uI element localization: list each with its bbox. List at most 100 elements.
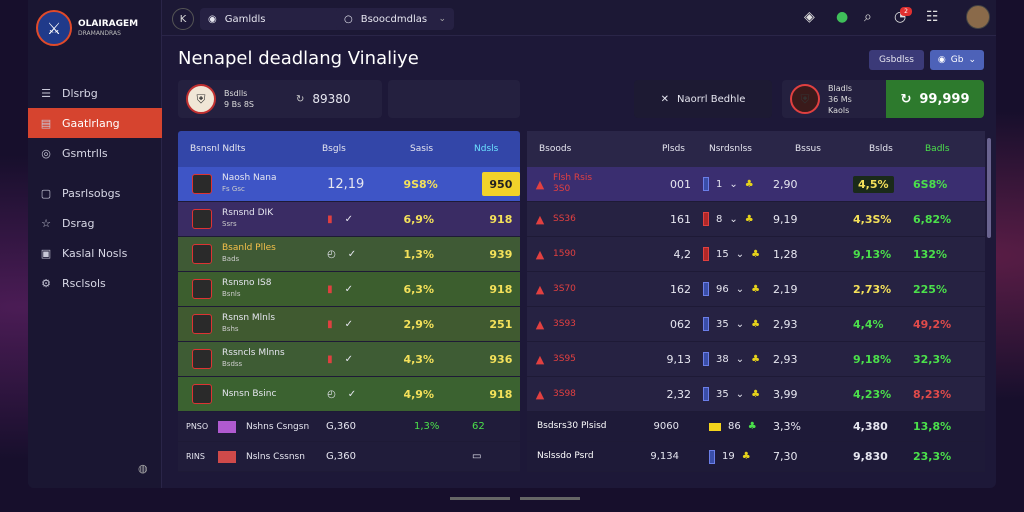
sidebar-item-3[interactable]: ▢ Pasrlsobgs bbox=[40, 186, 121, 200]
team-name: Bsanld Plles bbox=[222, 243, 276, 253]
team-crest-icon: ⛨ bbox=[186, 84, 216, 114]
topbar: K ◉Gamldls⌄ ○Bsoocdmdlas⌄ ◈ ● ⌕ ◔ 2 ☷ bbox=[162, 0, 996, 36]
brand-name: OLAIRAGEM bbox=[78, 19, 139, 29]
sidebar-item-2[interactable]: ◎ Gsmtrlls bbox=[41, 146, 108, 160]
game-select[interactable]: ◉Gamldls⌄ bbox=[200, 8, 358, 30]
globe-icon[interactable]: ◍ bbox=[138, 462, 148, 475]
column-header[interactable]: Ndsls bbox=[474, 144, 499, 154]
table-row[interactable]: ▲ SS36 161 8 ⌄ ♣ 9,19 4,3S% 6,82% bbox=[527, 202, 985, 237]
flag-icon[interactable]: ◈ bbox=[804, 9, 815, 25]
match-strip-mid[interactable]: ✕ Naorrl Bedhle bbox=[634, 80, 772, 118]
marker-icon bbox=[703, 387, 709, 401]
strip-right-line1: Bladls bbox=[828, 83, 853, 93]
row-val[interactable]: 936 bbox=[489, 352, 513, 366]
column-header[interactable]: Bslds bbox=[869, 144, 893, 154]
search-select[interactable]: ○ Bsoocdmdlas ⌄ bbox=[336, 8, 454, 30]
clock-icon: ◴ bbox=[327, 248, 336, 260]
column-header[interactable]: Plsds bbox=[661, 144, 685, 154]
row-pct1: 4,3S% bbox=[853, 212, 892, 226]
table-row[interactable]: ▲ 1590 4,2 15 ⌄ ♣ 1,28 9,13% 132% bbox=[527, 237, 985, 272]
row-pct1: 2,73% bbox=[853, 282, 892, 296]
search-icon[interactable]: ⌕ bbox=[864, 9, 872, 25]
leaf-icon: ♣ bbox=[741, 451, 751, 462]
leaf-icon: ♣ bbox=[744, 213, 754, 225]
row-tag: 15 bbox=[716, 248, 729, 260]
leaf-icon: ♣ bbox=[747, 421, 757, 432]
column-header[interactable]: Bssus bbox=[795, 144, 821, 154]
row-val[interactable]: 918 bbox=[489, 282, 513, 296]
row-pct1: 9,830 bbox=[853, 450, 888, 463]
table-row[interactable]: Nsnsn Bsinc ◴ ✓ 4,9% 918 bbox=[178, 377, 520, 412]
row-val[interactable]: 62 bbox=[472, 421, 485, 432]
leaf-icon: ♣ bbox=[751, 248, 761, 260]
row-pct2: 6,82% bbox=[913, 212, 952, 226]
chevron-down-icon: ⌄ bbox=[735, 248, 745, 260]
column-header[interactable]: Sasis bbox=[410, 144, 434, 154]
table-row[interactable]: Rsnsno IS8 Bsnls ▮ ✓ 6,3% 918 bbox=[178, 272, 520, 307]
logo[interactable]: ⚔ OLAIRAGEM DRAMANDRAS bbox=[36, 6, 156, 50]
table-row[interactable]: ▲ Flsh Rsis 3S0 001 1 ⌄ ♣ 2,90 4,5% 6S8% bbox=[527, 167, 985, 202]
strip-mid-label: Naorrl Bedhle bbox=[677, 93, 746, 105]
sidebar-nav: ☰ Dlsrbg ▤ Gaatlrlang ◎ Gsmtrlls ▢ Pasrlsobg… bbox=[28, 78, 162, 298]
column-header[interactable]: Badls bbox=[925, 144, 950, 154]
action-button-1[interactable]: Gsbdlss bbox=[868, 50, 924, 70]
grid-icon[interactable]: ☷ bbox=[926, 9, 939, 25]
row-val: 2,90 bbox=[773, 177, 798, 191]
chevron-down-icon: ⌄ bbox=[729, 178, 738, 190]
row-val: 9,19 bbox=[773, 212, 798, 226]
match-strip-right[interactable]: ⛨ Bladls 36 Ms Kaols ↻ 99,999 bbox=[782, 80, 984, 118]
column-header[interactable]: Bsoods bbox=[539, 144, 572, 154]
back-icon: K bbox=[179, 13, 187, 25]
row-tag: 38 bbox=[716, 353, 729, 365]
action-button-2[interactable]: ◉ Gb ⌄ bbox=[929, 50, 984, 70]
message-icon[interactable]: ▭ bbox=[472, 451, 482, 462]
column-header[interactable]: Nsrdsnlss bbox=[709, 144, 752, 154]
table-row[interactable]: ▲ 3S98 2,32 35 ⌄ ♣ 3,99 4,23% 8,23% bbox=[527, 377, 985, 412]
sidebar-item-5[interactable]: ▣ Kaslal Nosls bbox=[40, 246, 128, 260]
row-val[interactable]: 918 bbox=[489, 212, 513, 226]
row-pct1[interactable]: 4,5% bbox=[853, 175, 894, 193]
column-header[interactable]: Bsnsnl Ndlts bbox=[190, 144, 246, 154]
table-row[interactable]: ▲ 3S93 062 35 ⌄ ♣ 2,93 4,4% 49,2% bbox=[527, 307, 985, 342]
match-strip-left[interactable]: ⛨ Bsdlls 9 Bs 8S ↻ 89380 bbox=[178, 80, 382, 118]
table-row[interactable]: Rsnsnd DIK Ssrs ▮ ✓ 6,9% 918 bbox=[178, 202, 520, 237]
row-pct: 2,9% bbox=[403, 317, 434, 331]
row-val[interactable]: 918 bbox=[489, 387, 513, 401]
table-row[interactable]: Bsdsrs30 Plsisd 9060 86 ♣ 3,3% 4,380 13,8% bbox=[527, 412, 985, 442]
row-val[interactable]: 251 bbox=[489, 317, 513, 331]
avatar[interactable] bbox=[966, 5, 990, 29]
sidebar-item-4[interactable]: ☆ Dsrag bbox=[41, 216, 95, 230]
row-pct2: 23,3% bbox=[913, 450, 952, 463]
star-icon: ☆ bbox=[41, 216, 51, 230]
back-button[interactable]: K bbox=[172, 8, 194, 30]
row-pct2: 32,3% bbox=[913, 352, 952, 366]
table-row[interactable]: Bsanld Plles Bads ◴ ✓ 1,3% 939 bbox=[178, 237, 520, 272]
table-row[interactable]: Naosh Nana Fs Gsc 12,19 9S8% 950 bbox=[178, 167, 520, 202]
table-row[interactable]: Nslssdo Psrd 9,134 19 ♣ 7,30 9,830 23,3% bbox=[527, 442, 985, 472]
sidebar-item-6[interactable]: ⚙ Rsclsols bbox=[41, 276, 106, 290]
table-row[interactable]: PNSO Nshns Csngsn G,360 1,3% 62 bbox=[178, 412, 520, 442]
leaf-icon: ♣ bbox=[751, 388, 761, 400]
chevron-down-icon: ⌄ bbox=[968, 55, 976, 65]
row-pct2: 132% bbox=[913, 247, 947, 261]
sidebar-item-0[interactable]: ☰ Dlsrbg bbox=[41, 86, 98, 100]
sidebar-item-1[interactable]: ▤ Gaatlrlang bbox=[28, 108, 162, 138]
table-row[interactable]: Rsnsn Mlnls Bshs ▮ ✓ 2,9% 251 bbox=[178, 307, 520, 342]
dock-indicator bbox=[450, 497, 510, 500]
table-row[interactable]: RINS Nslns Cssnsn G,360 ▭ bbox=[178, 442, 520, 472]
team-name: Nslssdo Psrd bbox=[537, 451, 594, 461]
team-crest-icon bbox=[192, 244, 212, 264]
table-row[interactable]: ▲ 3S95 9,13 38 ⌄ ♣ 2,93 9,18% 32,3% bbox=[527, 342, 985, 377]
clock-icon: ◴ bbox=[327, 388, 336, 400]
table-row[interactable]: Rssncls Mlnns Bsdss ▮ ✓ 4,3% 936 bbox=[178, 342, 520, 377]
row-mid: G,360 bbox=[326, 421, 357, 432]
marker-icon bbox=[703, 282, 709, 296]
table-row[interactable]: ▲ 3S70 162 96 ⌄ ♣ 2,19 2,73% 225% bbox=[527, 272, 985, 307]
strip-right-odds[interactable]: ↻ 99,999 bbox=[886, 80, 984, 118]
scrollbar[interactable] bbox=[987, 138, 991, 238]
row-val[interactable]: 939 bbox=[489, 247, 513, 261]
row-val[interactable]: 950 bbox=[481, 172, 520, 196]
team-crest-icon bbox=[192, 279, 212, 299]
column-header[interactable]: Bsgls bbox=[322, 144, 346, 154]
chat-icon[interactable]: ● bbox=[836, 9, 849, 25]
